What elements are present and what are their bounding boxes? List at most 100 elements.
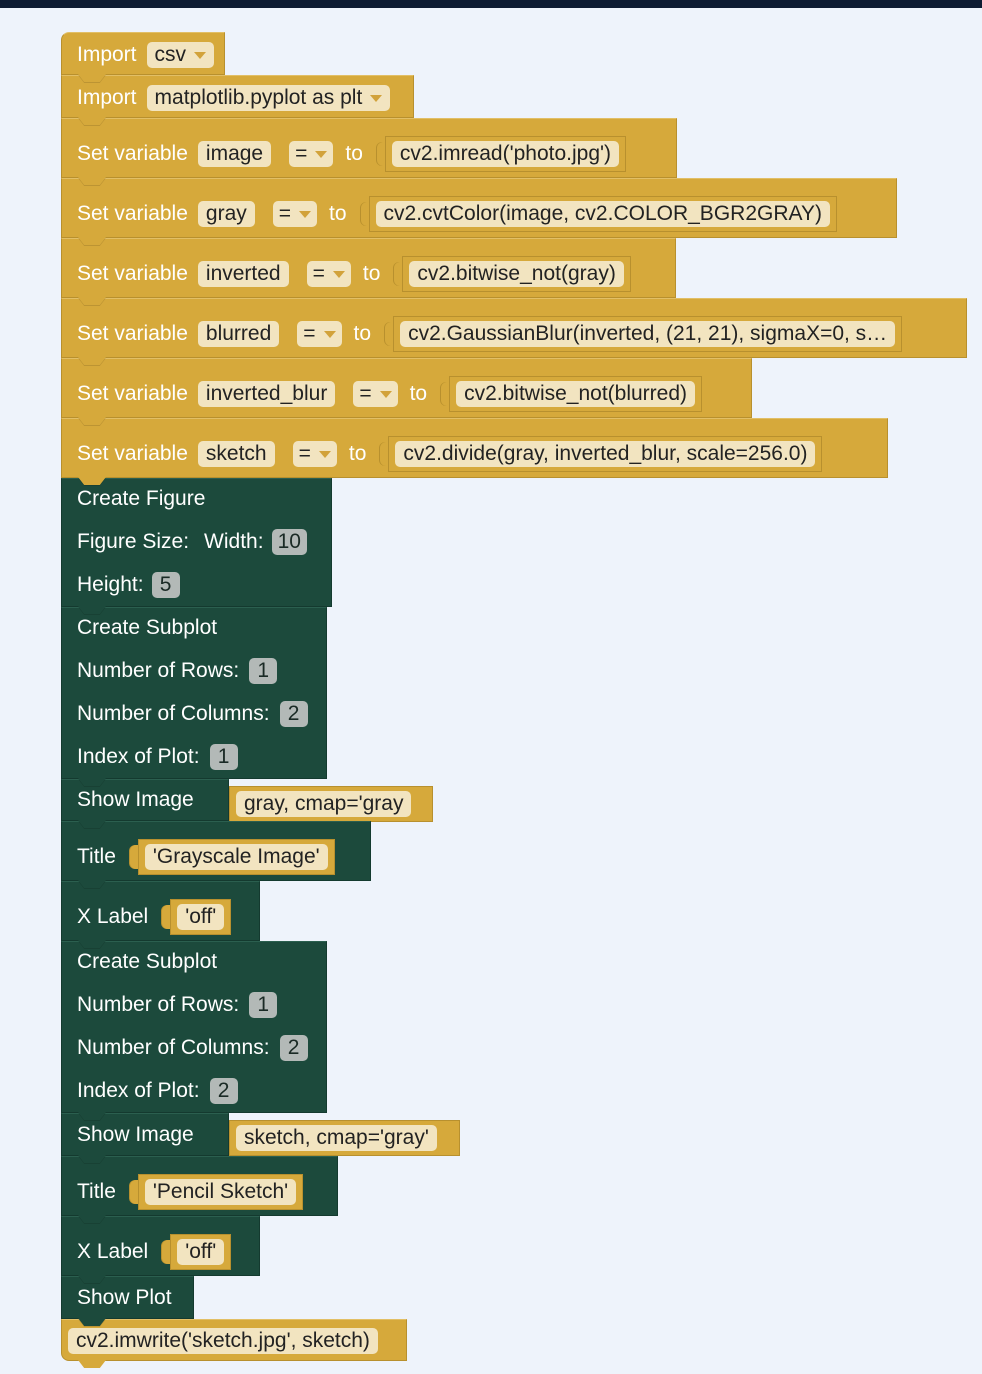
set-variable-label: Set variable: [77, 202, 188, 225]
image-argument-field[interactable]: sketch, cmap='gray': [236, 1125, 437, 1151]
argument-slot[interactable]: 'Pencil Sketch': [129, 1174, 304, 1210]
chevron-down-icon: [370, 94, 383, 102]
variable-name-field[interactable]: sketch: [197, 441, 275, 467]
module-dropdown[interactable]: csv: [146, 42, 215, 68]
columns-label: Number of Columns:: [77, 1036, 270, 1059]
import-block[interactable]: Import matplotlib.pyplot as plt: [61, 75, 414, 125]
expression-slot[interactable]: cv2.bitwise_not(blurred): [441, 376, 703, 412]
import-keyword: Import: [77, 86, 137, 109]
to-label: to: [348, 442, 367, 465]
x-label-block[interactable]: X Label 'off': [61, 881, 260, 948]
set-variable-block[interactable]: Set variable sketch = to cv2.divide(gray…: [61, 418, 888, 485]
variable-name-field[interactable]: gray: [197, 201, 255, 227]
variable-name-field[interactable]: image: [197, 141, 272, 167]
set-variable-label: Set variable: [77, 382, 188, 405]
chevron-down-icon: [194, 51, 207, 59]
expression-field[interactable]: cv2.GaussianBlur(inverted, (21, 21), sig…: [400, 321, 896, 347]
set-variable-block[interactable]: Set variable inverted_blur = to cv2.bitw…: [61, 358, 752, 425]
set-variable-block[interactable]: Set variable gray = to cv2.cvtColor(imag…: [61, 178, 897, 245]
argument-block[interactable]: sketch, cmap='gray': [229, 1120, 460, 1156]
index-number-field[interactable]: 2: [209, 1078, 238, 1104]
operator-dropdown[interactable]: =: [306, 261, 351, 287]
title-block[interactable]: Title 'Pencil Sketch': [61, 1156, 338, 1223]
show-plot-label: Show Plot: [77, 1286, 172, 1309]
create-subplot-title: Create Subplot: [77, 616, 218, 639]
set-variable-block[interactable]: Set variable blurred = to cv2.GaussianBl…: [61, 298, 967, 365]
chevron-down-icon: [299, 210, 312, 218]
argument-block[interactable]: gray, cmap='gray: [229, 786, 433, 822]
operator-dropdown[interactable]: =: [289, 141, 334, 167]
set-variable-label: Set variable: [77, 262, 188, 285]
module-dropdown[interactable]: matplotlib.pyplot as plt: [146, 85, 391, 111]
expression-field[interactable]: cv2.divide(gray, inverted_blur, scale=25…: [395, 441, 816, 467]
to-label: to: [353, 322, 372, 345]
to-label: to: [409, 382, 428, 405]
columns-label: Number of Columns:: [77, 702, 270, 725]
expression-field[interactable]: cv2.bitwise_not(blurred): [456, 381, 696, 407]
rows-number-field[interactable]: 1: [249, 992, 278, 1018]
show-plot-block[interactable]: Show Plot: [61, 1276, 194, 1326]
expression-slot[interactable]: cv2.GaussianBlur(inverted, (21, 21), sig…: [385, 316, 903, 352]
x-label-label: X Label: [77, 905, 149, 928]
import-block[interactable]: Import csv: [61, 32, 225, 82]
code-field[interactable]: cv2.imwrite('sketch.jpg', sketch): [68, 1328, 378, 1354]
expression-slot[interactable]: cv2.bitwise_not(gray): [394, 256, 631, 292]
set-variable-label: Set variable: [77, 322, 188, 345]
code-statement-block[interactable]: cv2.imwrite('sketch.jpg', sketch): [61, 1319, 407, 1368]
create-subplot-title: Create Subplot: [77, 950, 218, 973]
create-figure-block[interactable]: Create Figure Figure Size: Width: 10 Hei…: [61, 478, 332, 614]
chevron-down-icon: [323, 330, 336, 338]
index-label: Index of Plot:: [77, 1079, 200, 1102]
expression-slot[interactable]: cv2.imread('photo.jpg'): [376, 136, 627, 172]
top-bar: [0, 0, 982, 8]
expression-slot[interactable]: cv2.divide(gray, inverted_blur, scale=25…: [380, 436, 823, 472]
title-label: Title: [77, 845, 116, 868]
variable-name-field[interactable]: inverted: [197, 261, 289, 287]
operator-dropdown[interactable]: =: [292, 441, 337, 467]
expression-field[interactable]: cv2.bitwise_not(gray): [409, 261, 624, 287]
set-variable-label: Set variable: [77, 442, 188, 465]
argument-slot[interactable]: 'off': [162, 899, 232, 935]
rows-label: Number of Rows:: [77, 993, 240, 1016]
figure-size-label: Figure Size:: [77, 530, 190, 553]
operator-dropdown[interactable]: =: [272, 201, 318, 227]
expression-slot[interactable]: cv2.cvtColor(image, cv2.COLOR_BGR2GRAY): [360, 196, 837, 232]
to-label: to: [362, 262, 381, 285]
chevron-down-icon: [332, 270, 345, 278]
x-label-block[interactable]: X Label 'off': [61, 1216, 260, 1283]
title-argument-field[interactable]: 'Grayscale Image': [144, 844, 328, 870]
rows-label: Number of Rows:: [77, 659, 240, 682]
columns-number-field[interactable]: 2: [279, 701, 308, 727]
index-number-field[interactable]: 1: [209, 744, 238, 770]
operator-dropdown[interactable]: =: [353, 381, 398, 407]
expression-field[interactable]: cv2.imread('photo.jpg'): [391, 141, 620, 167]
title-block[interactable]: Title 'Grayscale Image': [61, 821, 371, 888]
to-label: to: [345, 142, 363, 165]
set-variable-label: Set variable: [77, 142, 188, 165]
rows-number-field[interactable]: 1: [249, 658, 278, 684]
variable-name-field[interactable]: blurred: [197, 321, 280, 347]
x-label-label: X Label: [77, 1240, 149, 1263]
argument-slot[interactable]: 'Grayscale Image': [129, 839, 335, 875]
title-argument-field[interactable]: 'Pencil Sketch': [144, 1179, 297, 1205]
width-label: Width:: [204, 530, 264, 553]
variable-name-field[interactable]: inverted_blur: [197, 381, 336, 407]
operator-dropdown[interactable]: =: [297, 321, 342, 347]
height-number-field[interactable]: 5: [151, 572, 180, 598]
block-workspace[interactable]: Import csv Import matplotlib.pyplot as p…: [0, 8, 982, 1374]
create-figure-title: Create Figure: [77, 487, 206, 510]
x-label-argument-field[interactable]: 'off': [177, 1239, 225, 1265]
image-argument-field[interactable]: gray, cmap='gray: [236, 791, 412, 817]
expression-field[interactable]: cv2.cvtColor(image, cv2.COLOR_BGR2GRAY): [375, 201, 830, 227]
create-subplot-block[interactable]: Create Subplot Number of Rows: 1 Number …: [61, 607, 327, 786]
create-subplot-block[interactable]: Create Subplot Number of Rows: 1 Number …: [61, 941, 327, 1120]
argument-slot[interactable]: 'off': [162, 1234, 232, 1270]
import-keyword: Import: [77, 43, 137, 66]
x-label-argument-field[interactable]: 'off': [177, 904, 225, 930]
columns-number-field[interactable]: 2: [279, 1035, 308, 1061]
set-variable-block[interactable]: Set variable image = to cv2.imread('phot…: [61, 118, 677, 185]
show-image-label: Show Image: [77, 788, 194, 811]
chevron-down-icon: [379, 390, 392, 398]
width-number-field[interactable]: 10: [271, 529, 307, 555]
set-variable-block[interactable]: Set variable inverted = to cv2.bitwise_n…: [61, 238, 676, 305]
